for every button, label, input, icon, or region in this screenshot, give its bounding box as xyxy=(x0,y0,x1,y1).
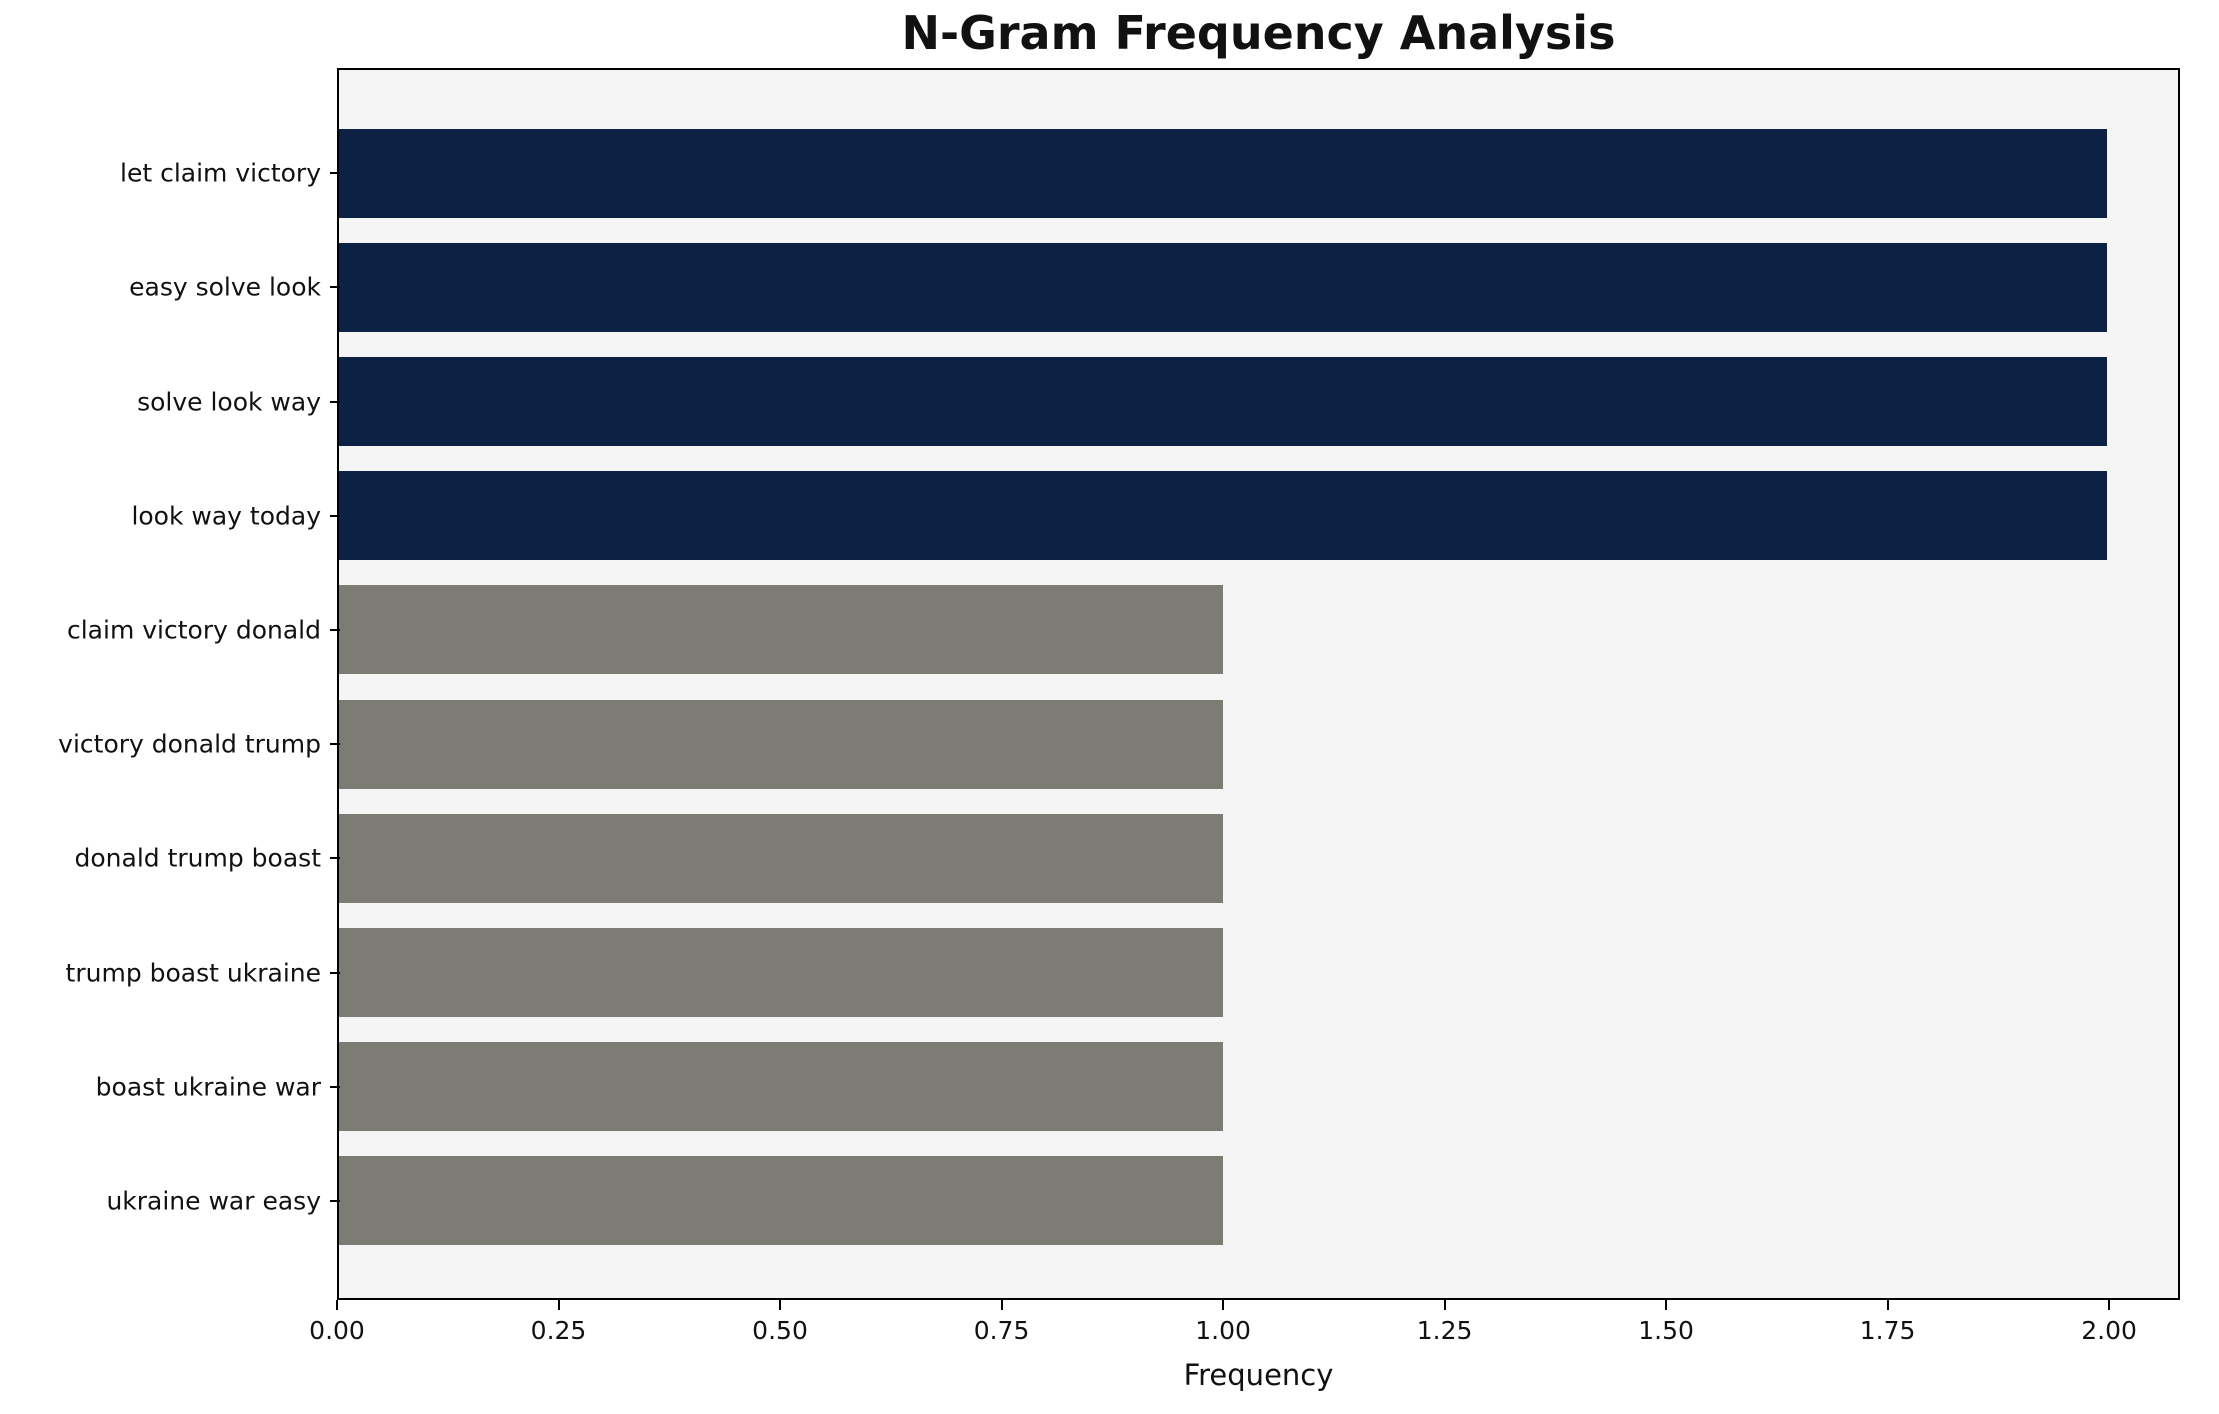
x-tick-mark xyxy=(1886,1300,1889,1310)
bar-row: claim victory donald xyxy=(67,573,2178,687)
bar-row: easy solve look xyxy=(129,230,2178,344)
x-tick-label: 1.50 xyxy=(1638,1316,1694,1345)
y-tick-mark xyxy=(330,286,340,289)
bar xyxy=(339,471,2108,561)
x-tick-mark xyxy=(1222,1300,1225,1310)
bar-row: donald trump boast xyxy=(75,801,2178,915)
x-tick-mark xyxy=(557,1300,560,1310)
y-tick-label: victory donald trump xyxy=(58,729,321,759)
x-tick-mark xyxy=(336,1300,338,1310)
x-tick-label: 1.25 xyxy=(1416,1316,1473,1345)
y-tick-mark xyxy=(330,1085,340,1088)
bar xyxy=(339,1156,1224,1246)
chart-title: N-Gram Frequency Analysis xyxy=(901,6,1616,60)
x-tick-mark xyxy=(1443,1300,1446,1310)
y-tick-mark xyxy=(330,971,340,974)
y-tick-label: donald trump boast xyxy=(74,843,322,873)
y-tick-label: let claim victory xyxy=(120,158,321,188)
plot-area: let claim victory easy solve look solve lo… xyxy=(58,68,2180,1300)
bar xyxy=(339,585,1224,675)
y-tick-label: boast ukraine war xyxy=(95,1072,321,1102)
bar xyxy=(339,927,1224,1018)
x-tick-label: 0.00 xyxy=(309,1316,365,1345)
bar-row: ukraine war easy xyxy=(106,1144,2178,1258)
bar xyxy=(339,242,2108,332)
bar xyxy=(339,356,2108,447)
x-tick-label: 2.00 xyxy=(2081,1316,2137,1345)
y-tick-mark xyxy=(330,172,340,175)
y-tick-label: look way today xyxy=(131,501,321,531)
bar-row: look way today xyxy=(131,459,2178,573)
y-tick-mark xyxy=(330,400,340,403)
x-tick-mark xyxy=(1665,1300,1668,1310)
y-tick-label: solve look way xyxy=(137,387,321,416)
x-tick-label: 0.25 xyxy=(530,1316,587,1345)
y-tick-label: trump boast ukraine xyxy=(65,958,321,988)
bar xyxy=(339,1042,1224,1132)
y-tick-mark xyxy=(330,628,340,631)
y-tick-mark xyxy=(330,857,340,860)
bar-row: solve look way xyxy=(137,344,2178,458)
y-tick-mark xyxy=(330,514,340,517)
x-tick-mark xyxy=(779,1300,782,1310)
x-tick-mark xyxy=(1000,1300,1003,1310)
y-tick-label: easy solve look xyxy=(129,272,321,302)
bar xyxy=(339,128,2108,218)
x-tick-label: 1.00 xyxy=(1195,1316,1251,1345)
bar-row: boast ukraine war xyxy=(96,1030,2178,1144)
y-tick-mark xyxy=(330,1199,340,1202)
y-tick-label: ukraine war easy xyxy=(106,1186,321,1216)
bar xyxy=(339,699,1224,789)
bar-row: let claim victory xyxy=(120,116,2178,230)
x-axis-ticks: 0.00 0.25 0.50 0.75 1.00 1.25 1.50 1.75 2.00 xyxy=(309,1300,2180,1370)
x-axis-label: Frequency xyxy=(1183,1358,1334,1392)
x-tick-label: 0.75 xyxy=(973,1316,1030,1345)
x-tick-label: 1.75 xyxy=(1859,1316,1916,1345)
x-tick-mark xyxy=(2108,1300,2111,1310)
bar-row: victory donald trump xyxy=(58,687,2178,801)
bar-row: trump boast ukraine xyxy=(66,915,2178,1029)
bar xyxy=(339,813,1224,903)
y-tick-label: claim victory donald xyxy=(66,615,321,645)
x-tick-label: 0.50 xyxy=(752,1316,808,1345)
y-tick-mark xyxy=(330,743,340,746)
